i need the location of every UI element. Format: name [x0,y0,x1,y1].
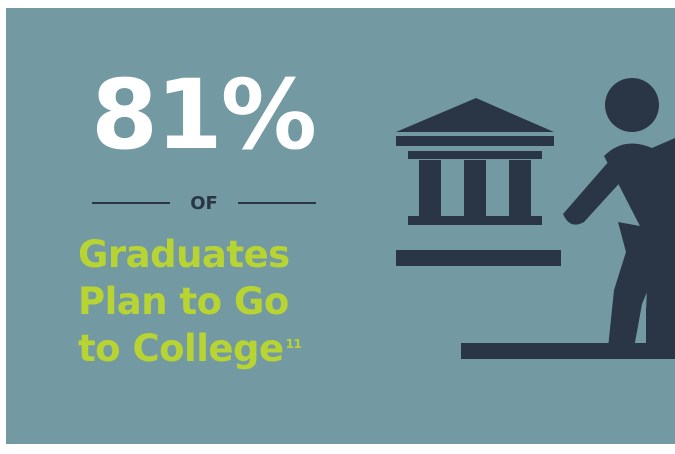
student-leg-back [642,222,675,280]
stair-step [461,343,675,359]
student-arm [563,160,626,225]
building-pediment [396,98,554,132]
building-entablature [396,136,554,146]
building-column-1 [419,160,441,216]
headline: Graduates Plan to Go to College 11 [78,231,378,372]
stair-riser [646,308,675,348]
building-capital-band [408,151,542,159]
divider-line-right [237,202,316,204]
headline-line-1: Graduates [78,233,290,276]
student-climbing-stairs-icon [461,78,675,359]
institution-icon [396,98,561,266]
infographic-card: 81% OF Graduates Plan to Go to College 11 [6,8,675,444]
college-illustration [396,78,675,359]
building-base-top [408,216,542,225]
student-torso [604,143,666,230]
headline-line-3-wrap: to College 11 [78,325,378,372]
building-column-3 [509,160,531,216]
building-column-2 [464,160,486,216]
headline-line-2: Plan to Go [78,280,289,323]
stat-percentage: 81% [91,59,317,171]
of-label: OF [190,192,218,214]
building-base [396,250,561,266]
student-head [605,78,659,132]
headline-line-3: to College [78,327,284,370]
divider-line-left [92,202,171,204]
of-divider: OF [84,191,324,215]
footnote-marker: 11 [285,336,302,351]
